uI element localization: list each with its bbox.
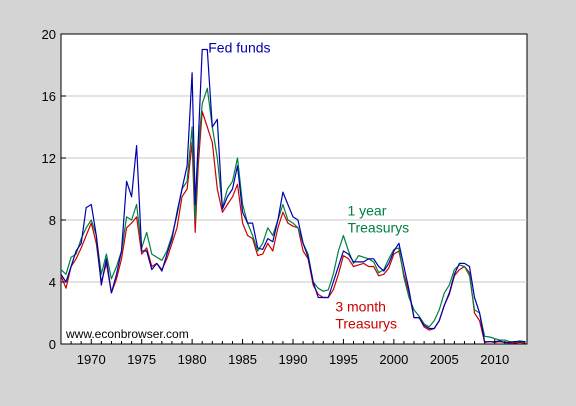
y-tick-label: 20 xyxy=(42,27,56,42)
series-line xyxy=(60,87,526,343)
series-labels: 3 month Treasurys 1 year Treasurys Fed funds… xyxy=(65,40,409,341)
y-tick-label: 0 xyxy=(49,337,56,352)
y-tick-label: 12 xyxy=(42,151,56,166)
plot-area xyxy=(60,33,528,345)
series-lines xyxy=(60,48,526,344)
x-tick-label: 2010 xyxy=(480,352,509,367)
x-tick-label: 2000 xyxy=(379,352,408,367)
y-tick-label: 8 xyxy=(49,213,56,228)
source-annotation: www.econbrowser.com xyxy=(65,327,189,341)
series-line xyxy=(60,48,525,343)
x-tick-label: 1990 xyxy=(279,352,308,367)
x-tick-label: 1970 xyxy=(77,352,106,367)
axes: 0 4 8 12 16 20 1970 1975 1980 1985 1990 1995 2000 200… xyxy=(42,27,526,367)
series-label: 3 month Treasurys xyxy=(335,298,397,331)
x-tick-label: 2005 xyxy=(430,352,459,367)
x-tick-label: 1995 xyxy=(329,352,358,367)
series-label: Fed funds xyxy=(208,40,270,56)
y-tick-label: 16 xyxy=(42,89,56,104)
x-tick-label: 1975 xyxy=(127,352,156,367)
series-label: 1 year Treasurys xyxy=(347,202,409,235)
x-tick-label: 1985 xyxy=(228,352,257,367)
x-tick-label: 1980 xyxy=(178,352,207,367)
y-tick-label: 4 xyxy=(49,275,56,290)
